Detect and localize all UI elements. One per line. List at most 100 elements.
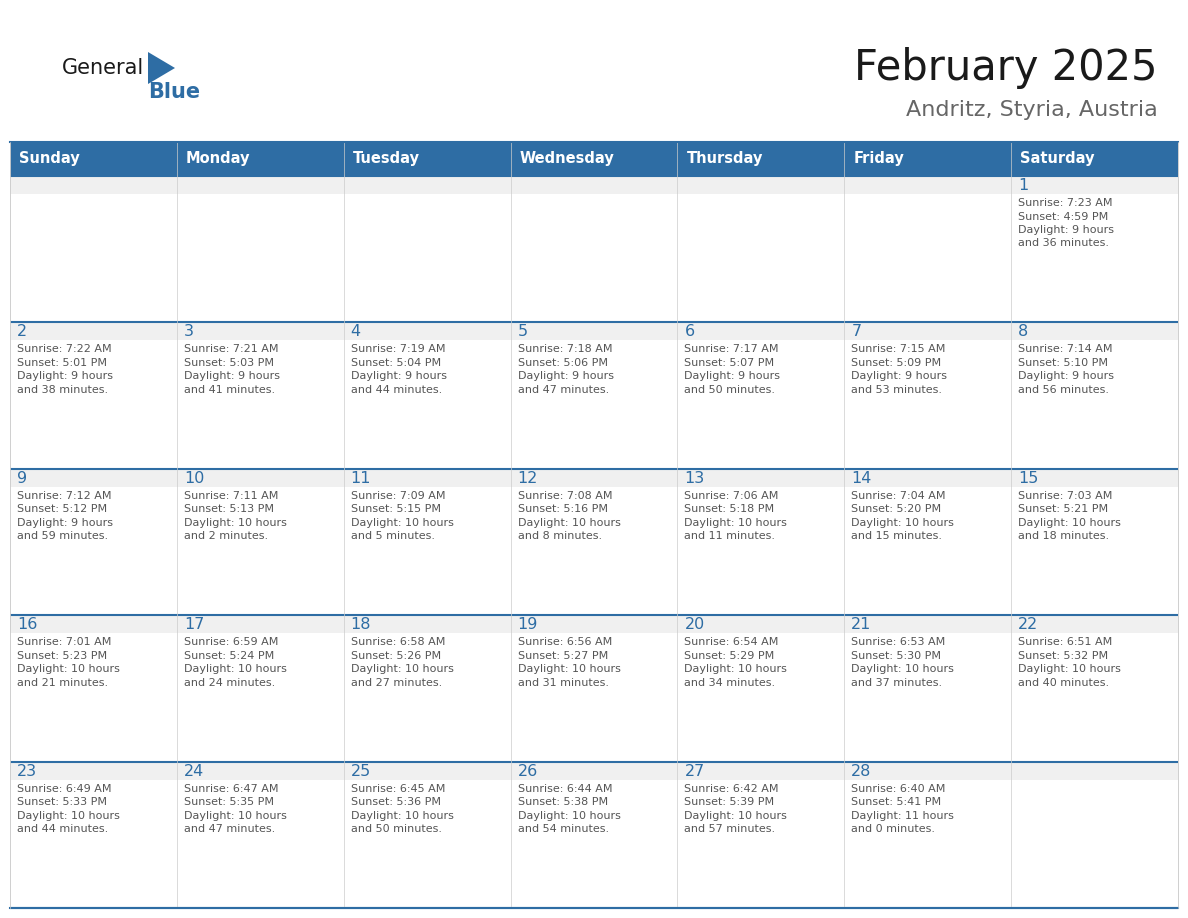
Bar	[511, 469, 677, 615]
Bar	[677, 762, 845, 779]
Text: Sunset: 5:16 PM: Sunset: 5:16 PM	[518, 504, 607, 514]
Text: 10: 10	[184, 471, 204, 486]
Text: Daylight: 10 hours: Daylight: 10 hours	[17, 811, 120, 821]
Bar	[511, 142, 677, 176]
Text: Sunset: 5:30 PM: Sunset: 5:30 PM	[852, 651, 941, 661]
Text: and 36 minutes.: and 36 minutes.	[1018, 239, 1110, 249]
Text: Sunset: 5:38 PM: Sunset: 5:38 PM	[518, 797, 608, 807]
Bar	[177, 762, 343, 908]
Bar	[1011, 469, 1178, 615]
Text: Monday: Monday	[185, 151, 251, 166]
Bar	[677, 762, 845, 908]
Text: and 41 minutes.: and 41 minutes.	[184, 385, 274, 395]
Text: and 18 minutes.: and 18 minutes.	[1018, 532, 1110, 542]
Bar	[845, 469, 1011, 487]
Text: Daylight: 9 hours: Daylight: 9 hours	[1018, 372, 1114, 381]
Text: and 8 minutes.: and 8 minutes.	[518, 532, 601, 542]
Text: Daylight: 10 hours: Daylight: 10 hours	[852, 665, 954, 674]
Text: Daylight: 10 hours: Daylight: 10 hours	[518, 518, 620, 528]
Bar	[1011, 762, 1178, 779]
Text: and 56 minutes.: and 56 minutes.	[1018, 385, 1110, 395]
Text: 22: 22	[1018, 617, 1038, 633]
Bar	[1011, 615, 1178, 633]
Bar	[10, 615, 177, 633]
Text: Thursday: Thursday	[687, 151, 763, 166]
Bar	[1011, 176, 1178, 322]
Text: and 40 minutes.: and 40 minutes.	[1018, 677, 1110, 688]
Text: Daylight: 10 hours: Daylight: 10 hours	[350, 811, 454, 821]
Text: 11: 11	[350, 471, 371, 486]
Text: Sunset: 5:24 PM: Sunset: 5:24 PM	[184, 651, 274, 661]
Text: Daylight: 9 hours: Daylight: 9 hours	[17, 518, 113, 528]
Bar	[845, 762, 1011, 779]
Text: Sunset: 5:35 PM: Sunset: 5:35 PM	[184, 797, 274, 807]
Bar	[511, 615, 677, 633]
Text: 17: 17	[184, 617, 204, 633]
Text: and 11 minutes.: and 11 minutes.	[684, 532, 776, 542]
Text: 27: 27	[684, 764, 704, 778]
Text: Daylight: 10 hours: Daylight: 10 hours	[684, 665, 788, 674]
Text: Sunrise: 7:17 AM: Sunrise: 7:17 AM	[684, 344, 779, 354]
Bar	[10, 469, 177, 487]
Text: Sunset: 5:13 PM: Sunset: 5:13 PM	[184, 504, 274, 514]
Text: Sunset: 4:59 PM: Sunset: 4:59 PM	[1018, 211, 1108, 221]
Text: 4: 4	[350, 324, 361, 340]
Text: Sunset: 5:36 PM: Sunset: 5:36 PM	[350, 797, 441, 807]
Text: Sunrise: 7:06 AM: Sunrise: 7:06 AM	[684, 491, 779, 501]
Bar	[177, 615, 343, 762]
Text: 16: 16	[17, 617, 37, 633]
Bar	[677, 142, 845, 176]
Bar	[677, 322, 845, 469]
Bar	[343, 176, 511, 194]
Text: 15: 15	[1018, 471, 1038, 486]
Text: 20: 20	[684, 617, 704, 633]
Text: Sunset: 5:12 PM: Sunset: 5:12 PM	[17, 504, 107, 514]
Text: Sunrise: 6:47 AM: Sunrise: 6:47 AM	[184, 784, 278, 793]
Text: Sunrise: 7:12 AM: Sunrise: 7:12 AM	[17, 491, 112, 501]
Bar	[343, 322, 511, 341]
Bar	[343, 762, 511, 779]
Text: 18: 18	[350, 617, 371, 633]
Text: and 37 minutes.: and 37 minutes.	[852, 677, 942, 688]
Bar	[10, 176, 177, 194]
Text: 8: 8	[1018, 324, 1029, 340]
Text: 23: 23	[17, 764, 37, 778]
Bar	[343, 615, 511, 633]
Text: Sunrise: 6:59 AM: Sunrise: 6:59 AM	[184, 637, 278, 647]
Text: Daylight: 9 hours: Daylight: 9 hours	[184, 372, 280, 381]
Text: Sunrise: 6:44 AM: Sunrise: 6:44 AM	[518, 784, 612, 793]
Bar	[677, 176, 845, 322]
Bar	[177, 469, 343, 487]
Text: Daylight: 9 hours: Daylight: 9 hours	[350, 372, 447, 381]
Text: 14: 14	[852, 471, 872, 486]
Bar	[10, 762, 177, 908]
Text: and 21 minutes.: and 21 minutes.	[17, 677, 108, 688]
Text: and 44 minutes.: and 44 minutes.	[17, 824, 108, 834]
Text: Sunrise: 7:03 AM: Sunrise: 7:03 AM	[1018, 491, 1112, 501]
Text: 6: 6	[684, 324, 695, 340]
Text: Daylight: 10 hours: Daylight: 10 hours	[184, 518, 286, 528]
Bar	[677, 615, 845, 633]
Bar	[177, 762, 343, 779]
Text: Sunrise: 7:11 AM: Sunrise: 7:11 AM	[184, 491, 278, 501]
Bar	[1011, 469, 1178, 487]
Text: Daylight: 9 hours: Daylight: 9 hours	[852, 372, 947, 381]
Bar	[177, 176, 343, 322]
Text: Sunrise: 6:56 AM: Sunrise: 6:56 AM	[518, 637, 612, 647]
Text: Daylight: 9 hours: Daylight: 9 hours	[684, 372, 781, 381]
Text: Sunday: Sunday	[19, 151, 80, 166]
Text: Sunset: 5:09 PM: Sunset: 5:09 PM	[852, 358, 941, 368]
Text: and 59 minutes.: and 59 minutes.	[17, 532, 108, 542]
Text: Sunset: 5:06 PM: Sunset: 5:06 PM	[518, 358, 607, 368]
Text: Daylight: 10 hours: Daylight: 10 hours	[1018, 518, 1121, 528]
Text: Sunset: 5:07 PM: Sunset: 5:07 PM	[684, 358, 775, 368]
Text: Daylight: 10 hours: Daylight: 10 hours	[17, 665, 120, 674]
Text: 12: 12	[518, 471, 538, 486]
Bar	[845, 176, 1011, 322]
Bar	[845, 322, 1011, 341]
Text: February 2025: February 2025	[854, 47, 1158, 89]
Text: Sunset: 5:18 PM: Sunset: 5:18 PM	[684, 504, 775, 514]
Text: and 54 minutes.: and 54 minutes.	[518, 824, 608, 834]
Bar	[10, 142, 177, 176]
Text: 9: 9	[17, 471, 27, 486]
